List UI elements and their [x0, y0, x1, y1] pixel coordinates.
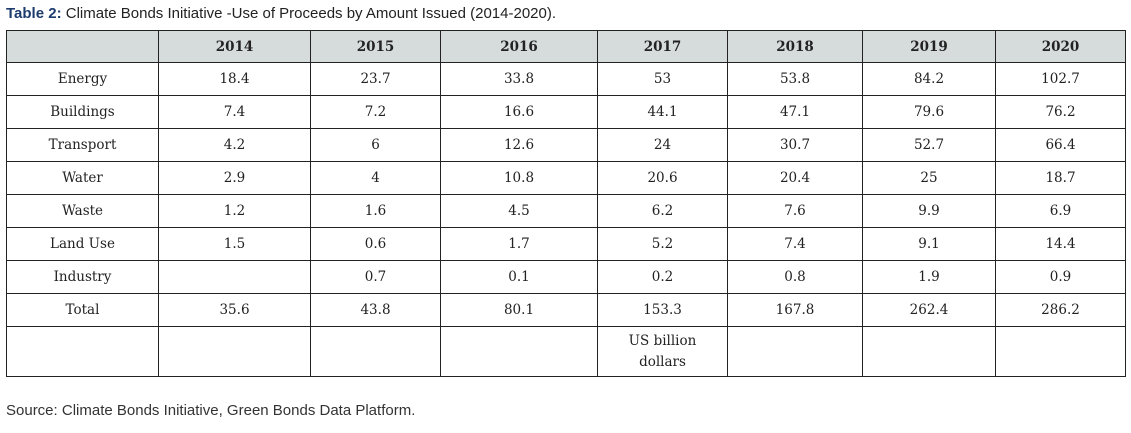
table-cell [995, 326, 1126, 377]
table-cell: 167.8 [727, 293, 863, 327]
table-caption: Table 2: Climate Bonds Initiative -Use o… [6, 5, 556, 22]
row-label [6, 326, 159, 377]
table-cell: 7.6 [727, 194, 863, 228]
table-cell [158, 260, 311, 294]
table-row: Land Use 1.5 0.6 1.7 5.2 7.4 9.1 14.4 [6, 227, 1126, 261]
table-cell: 4.2 [158, 128, 311, 162]
row-label: Buildings [6, 95, 159, 129]
table-cell: 6.9 [995, 194, 1126, 228]
column-header [6, 30, 159, 63]
table-cell: 52.7 [862, 128, 996, 162]
row-label: Total [6, 293, 159, 327]
table-cell: 7.4 [158, 95, 311, 129]
table-cell: 7.4 [727, 227, 863, 261]
table-row: Total 35.6 43.8 80.1 153.3 167.8 262.4 286.2 [6, 293, 1126, 327]
table-cell: 14.4 [995, 227, 1126, 261]
table-number: Table 2: [6, 5, 62, 22]
table-row: Transport 4.2 6 12.6 24 30.7 52.7 66.4 [6, 128, 1126, 162]
table-cell: 20.6 [597, 161, 728, 195]
table-cell: 44.1 [597, 95, 728, 129]
table-row: Waste 1.2 1.6 4.5 6.2 7.6 9.9 6.9 [6, 194, 1126, 228]
column-header: 2014 [158, 30, 311, 63]
table-cell: 4.5 [440, 194, 598, 228]
table-cell [727, 326, 863, 377]
table-cell: 1.9 [862, 260, 996, 294]
table-cell [862, 326, 996, 377]
table-cell: 76.2 [995, 95, 1126, 129]
column-header: 2015 [310, 30, 441, 63]
table-cell: 18.7 [995, 161, 1126, 195]
table-row: Buildings 7.4 7.2 16.6 44.1 47.1 79.6 76.2 [6, 95, 1126, 129]
table-row: US billion dollars [6, 326, 1126, 377]
table-row: Energy 18.4 23.7 33.8 53 53.8 84.2 102.7 [6, 62, 1126, 96]
table-cell: US billion dollars [597, 326, 728, 377]
table-cell: 7.2 [310, 95, 441, 129]
table-cell: 1.5 [158, 227, 311, 261]
header-row: 2014 2015 2016 2017 2018 2019 2020 [6, 30, 1126, 63]
table-cell: 12.6 [440, 128, 598, 162]
table-cell: 53 [597, 62, 728, 96]
table-cell: 6.2 [597, 194, 728, 228]
table-cell: 1.2 [158, 194, 311, 228]
row-label: Land Use [6, 227, 159, 261]
column-header: 2018 [727, 30, 863, 63]
proceeds-table: 2014 2015 2016 2017 2018 2019 2020 Energy 18.4 2… [6, 30, 1126, 377]
table-cell: 1.6 [310, 194, 441, 228]
table-cell [440, 326, 598, 377]
table-cell: 286.2 [995, 293, 1126, 327]
table-cell: 80.1 [440, 293, 598, 327]
table-cell: 0.1 [440, 260, 598, 294]
row-label: Waste [6, 194, 159, 228]
table-cell: 53.8 [727, 62, 863, 96]
table-cell: 33.8 [440, 62, 598, 96]
table-cell [158, 326, 311, 377]
table-cell: 6 [310, 128, 441, 162]
table-cell: 102.7 [995, 62, 1126, 96]
table-title: Climate Bonds Initiative -Use of Proceed… [65, 5, 557, 22]
table-cell: 0.8 [727, 260, 863, 294]
source-note: Source: Climate Bonds Initiative, Green … [6, 402, 416, 419]
table-cell: 79.6 [862, 95, 996, 129]
table-cell: 1.7 [440, 227, 598, 261]
table-cell: 20.4 [727, 161, 863, 195]
table-cell: 0.7 [310, 260, 441, 294]
table-cell: 4 [310, 161, 441, 195]
column-header: 2017 [597, 30, 728, 63]
table-cell: 9.9 [862, 194, 996, 228]
column-header: 2016 [440, 30, 598, 63]
row-label: Industry [6, 260, 159, 294]
table-cell: 84.2 [862, 62, 996, 96]
table-cell: 10.8 [440, 161, 598, 195]
table-cell: 23.7 [310, 62, 441, 96]
column-header: 2020 [995, 30, 1126, 63]
table-cell: 9.1 [862, 227, 996, 261]
table-cell: 2.9 [158, 161, 311, 195]
table-cell: 5.2 [597, 227, 728, 261]
table-cell: 262.4 [862, 293, 996, 327]
table-row: Industry 0.7 0.1 0.2 0.8 1.9 0.9 [6, 260, 1126, 294]
table-cell: 25 [862, 161, 996, 195]
table-cell: 30.7 [727, 128, 863, 162]
table-cell: 153.3 [597, 293, 728, 327]
table-cell: 18.4 [158, 62, 311, 96]
column-header: 2019 [862, 30, 996, 63]
table-cell: 0.2 [597, 260, 728, 294]
table-cell: 35.6 [158, 293, 311, 327]
table-cell [310, 326, 441, 377]
table-row: Water 2.9 4 10.8 20.6 20.4 25 18.7 [6, 161, 1126, 195]
table-cell: 66.4 [995, 128, 1126, 162]
table-cell: 47.1 [727, 95, 863, 129]
table-cell: 24 [597, 128, 728, 162]
table-cell: 43.8 [310, 293, 441, 327]
row-label: Transport [6, 128, 159, 162]
row-label: Water [6, 161, 159, 195]
table-cell: 0.9 [995, 260, 1126, 294]
table-cell: 16.6 [440, 95, 598, 129]
row-label: Energy [6, 62, 159, 96]
table-cell: 0.6 [310, 227, 441, 261]
